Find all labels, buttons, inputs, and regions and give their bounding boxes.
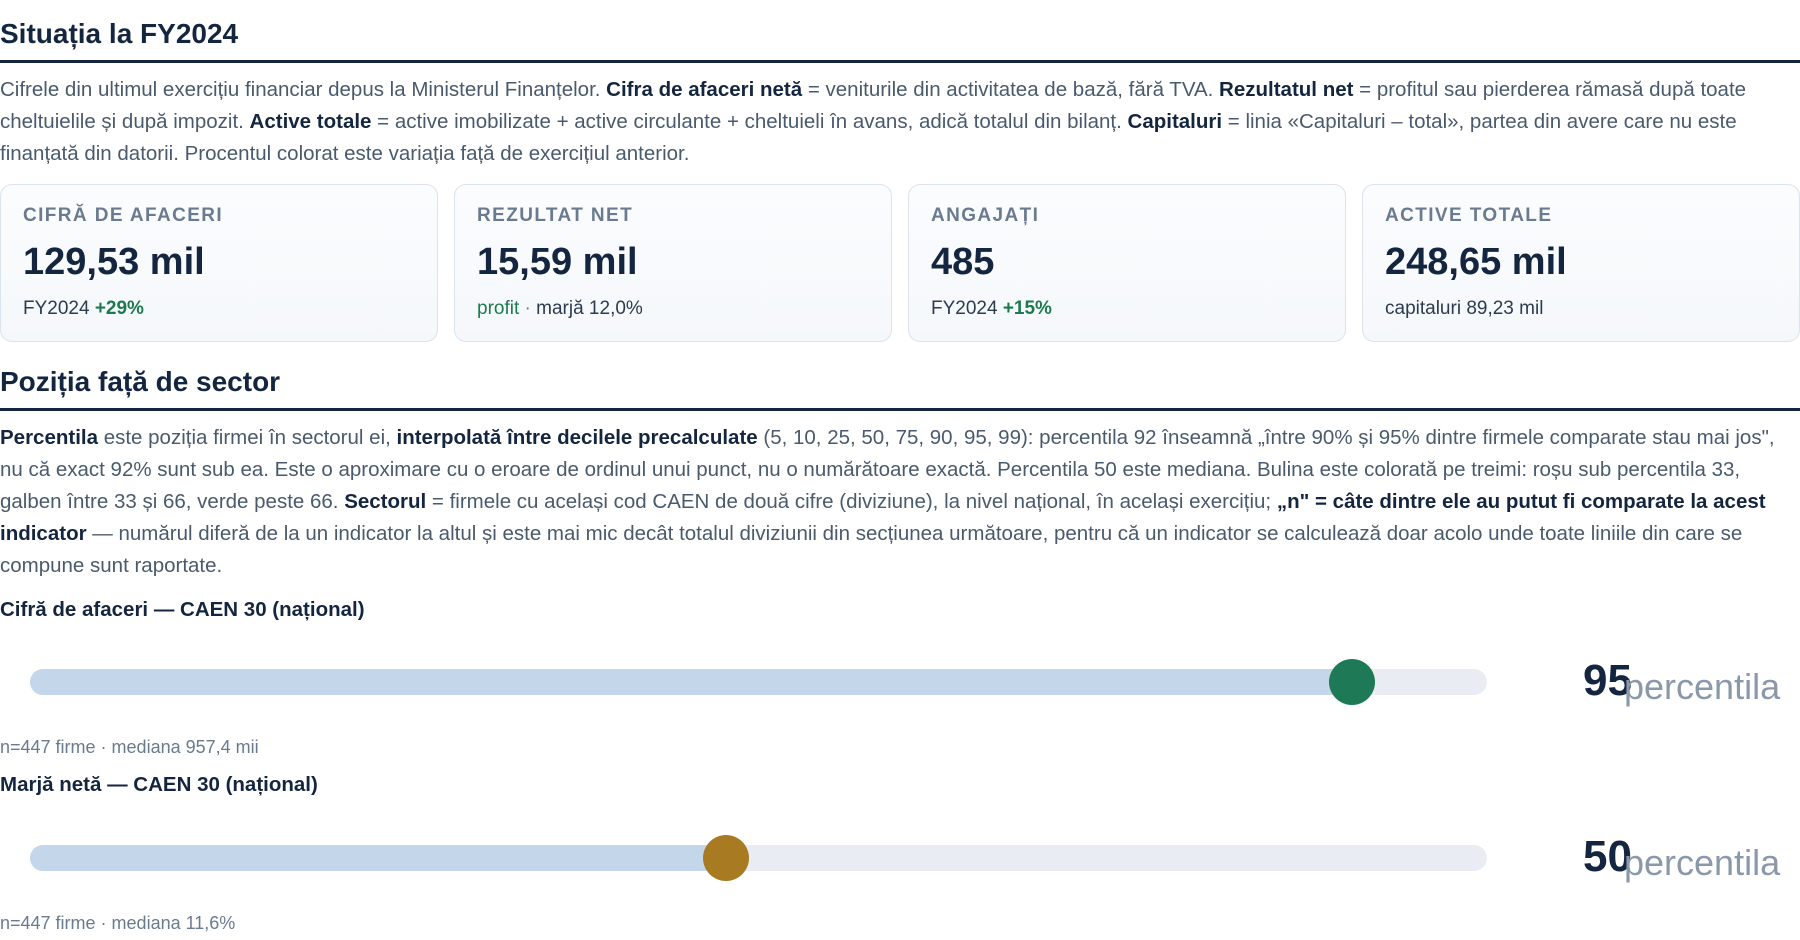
kpi-label: ACTIVE TOTALE [1385, 205, 1553, 226]
kpi-change: +15% [1002, 298, 1052, 319]
kpi-change: +29% [94, 298, 144, 319]
kpi-card-turnover: CIFRĂ DE AFACERI 129,53 mil FY2024 +29% [0, 184, 438, 342]
percentile-label: percentila [1624, 666, 1781, 707]
kpi-sub: FY2024 +15% [931, 298, 1052, 320]
kpi-equity: capitaluri 89,23 mil [1385, 298, 1544, 319]
kpi-sub: FY2024 +29% [23, 298, 144, 320]
percentile-track-net-margin [30, 835, 1487, 881]
percentile-label: percentila [1624, 842, 1781, 883]
percentile-dot [1328, 659, 1375, 705]
kpi-card-employees: ANGAJAȚI 485 FY2024 +15% [908, 184, 1346, 342]
kpi-cards: CIFRĂ DE AFACERI 129,53 mil FY2024 +29% … [0, 184, 1800, 342]
kpi-label: REZULTAT NET [477, 205, 634, 226]
kpi-card-total-assets: ACTIVE TOTALE 248,65 mil capitaluri 89,2… [1362, 184, 1800, 342]
kpi-profit: profit [477, 298, 520, 319]
kpi-value: 129,53 mil [23, 241, 205, 283]
kpi-margin: marjă 12,0% [536, 298, 643, 319]
percentile-track-turnover [30, 659, 1487, 705]
kpi-separator: · [519, 298, 537, 319]
kpi-sub-year: FY2024 [931, 298, 998, 319]
metric-note-net-margin: n=447 firme · mediana 11,6% [0, 913, 236, 933]
percentile-dot [702, 835, 749, 881]
sector-intro: Percentila este poziția firmei în sector… [0, 426, 1775, 577]
percentile-value: 95 [1583, 656, 1632, 705]
situation-intro: Cifrele din ultimul exercițiu financiar … [0, 78, 1747, 165]
kpi-sub: capitaluri 89,23 mil [1385, 298, 1543, 320]
kpi-label: CIFRĂ DE AFACERI [23, 205, 224, 226]
kpi-value: 485 [931, 241, 995, 283]
percentile-fill [30, 845, 726, 871]
metric-note-turnover: n=447 firme · mediana 957,4 mii [0, 737, 259, 757]
kpi-label: ANGAJAȚI [931, 205, 1040, 226]
kpi-sub-year: FY2024 [23, 298, 90, 319]
percentile-fill [30, 669, 1352, 695]
kpi-card-net-result: REZULTAT NET 15,59 mil profit · marjă 12… [454, 184, 892, 342]
kpi-value: 15,59 mil [477, 241, 638, 283]
kpi-value: 248,65 mil [1385, 241, 1567, 283]
percentile-value: 50 [1583, 832, 1632, 881]
metric-title-turnover: Cifră de afaceri — CAEN 30 (național) [0, 598, 365, 621]
situation-title: Situația la FY2024 [0, 18, 1800, 63]
sector-title: Poziția față de sector [0, 366, 1800, 411]
kpi-sub: profit · marjă 12,0% [477, 298, 643, 320]
metric-title-net-margin: Marjă netă — CAEN 30 (național) [0, 773, 318, 796]
